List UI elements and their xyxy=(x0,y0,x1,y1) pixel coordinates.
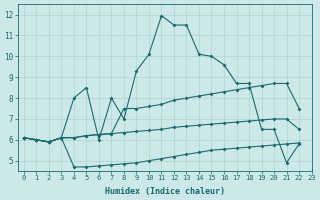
X-axis label: Humidex (Indice chaleur): Humidex (Indice chaleur) xyxy=(105,187,225,196)
